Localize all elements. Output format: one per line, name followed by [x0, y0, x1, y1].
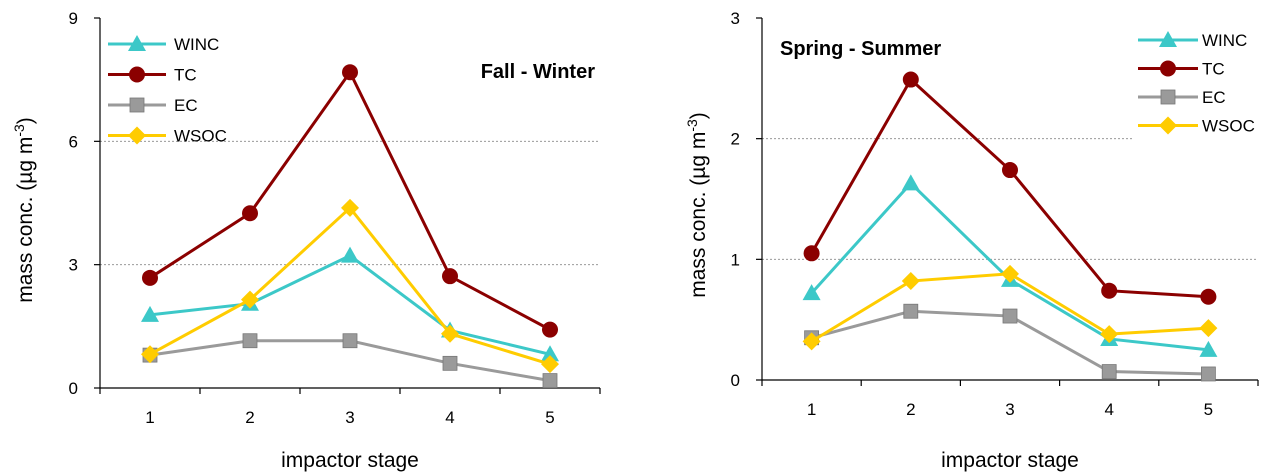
- legend-label-ec: EC: [1202, 88, 1226, 107]
- x-tick-label: 1: [145, 408, 154, 427]
- data-point-tc: [142, 269, 158, 286]
- legend-marker-winc: [128, 35, 146, 51]
- data-point-tc: [1101, 282, 1118, 299]
- x-axis-title: impactor stage: [281, 449, 419, 472]
- y-axis-title-tail: ): [687, 112, 710, 119]
- y-tick-label: 3: [69, 256, 78, 275]
- x-tick-label: 5: [1204, 400, 1213, 419]
- y-axis-title-tail: ): [14, 117, 37, 124]
- data-point-winc: [1199, 340, 1218, 357]
- data-point-ec: [903, 303, 919, 319]
- data-point-wsoc: [441, 324, 459, 343]
- data-point-wsoc: [802, 332, 821, 351]
- y-axis-title: mass conc. (µg m-3): [11, 117, 37, 303]
- data-point-winc: [901, 174, 920, 191]
- data-point-ec: [542, 373, 558, 389]
- y-tick-label: 0: [731, 371, 740, 390]
- x-tick-label: 3: [345, 408, 354, 427]
- data-point-wsoc: [541, 355, 559, 374]
- legend-label-tc: TC: [1202, 60, 1225, 79]
- legend-label-winc: WINC: [174, 35, 219, 54]
- data-point-ec: [1101, 364, 1117, 379]
- chart-title: Spring - Summer: [780, 38, 941, 60]
- data-point-wsoc: [241, 290, 259, 309]
- legend-marker-tc: [129, 66, 145, 83]
- legend-marker-wsoc: [1159, 116, 1177, 135]
- x-tick-label: 3: [1005, 400, 1014, 419]
- y-tick-label: 6: [69, 132, 78, 151]
- y-tick-label: 3: [731, 9, 740, 28]
- chart-title: Fall - Winter: [481, 61, 595, 83]
- data-point-ec: [1002, 308, 1018, 324]
- chart-spring-summer: 0 1 2 3 1 2 3 4 5 impactor stage mass conc. (µg m-…: [684, 9, 1259, 472]
- data-point-winc: [802, 284, 821, 301]
- legend-label-wsoc: WSOC: [174, 127, 227, 146]
- legend-background: [1132, 26, 1257, 148]
- data-point-ec: [442, 355, 458, 371]
- data-point-wsoc: [1199, 319, 1218, 338]
- legend-marker-tc: [1160, 60, 1176, 77]
- legend-label-ec: EC: [174, 96, 198, 115]
- data-point-wsoc: [1001, 264, 1019, 283]
- x-tick-label: 2: [245, 408, 254, 427]
- data-point-tc: [803, 245, 820, 262]
- x-tick-label: 2: [906, 400, 915, 419]
- data-point-tc: [902, 71, 919, 88]
- y-axis-title-superscript: -3: [11, 124, 27, 137]
- legend-marker-wsoc: [128, 126, 146, 145]
- x-tick-label: 1: [807, 400, 816, 419]
- legend-label-wsoc: WSOC: [1202, 117, 1255, 136]
- x-tick-label: 5: [545, 408, 554, 427]
- data-point-tc: [442, 268, 458, 285]
- y-tick-label: 9: [69, 9, 78, 28]
- data-point-tc: [1200, 288, 1217, 305]
- y-tick-label: 2: [731, 130, 740, 149]
- data-point-ec: [1201, 366, 1216, 382]
- data-point-tc: [342, 64, 358, 81]
- data-point-winc: [141, 305, 159, 322]
- y-axis-title-main: mass conc. (µg m: [14, 137, 37, 303]
- data-point-tc: [542, 321, 558, 338]
- data-point-ec: [242, 333, 258, 349]
- data-point-ec: [342, 333, 358, 349]
- legend-marker-winc: [1159, 31, 1177, 47]
- x-tick-label: 4: [1104, 400, 1113, 419]
- data-point-winc: [341, 246, 359, 263]
- y-tick-label: 1: [731, 250, 740, 269]
- legend-marker-ec: [1160, 89, 1176, 105]
- x-tick-label: 4: [445, 408, 454, 427]
- data-point-wsoc: [341, 198, 359, 217]
- legend-label-winc: WINC: [1202, 31, 1247, 50]
- legend-marker-ec: [129, 97, 145, 113]
- x-axis-title: impactor stage: [941, 449, 1079, 472]
- data-point-wsoc: [1100, 325, 1119, 344]
- y-axis-title: mass conc. (µg m-3): [684, 112, 710, 298]
- data-point-wsoc: [141, 345, 159, 364]
- y-tick-label: 0: [69, 379, 78, 398]
- y-axis-title-superscript: -3: [684, 119, 700, 132]
- data-point-wsoc: [901, 272, 920, 291]
- legend-label-tc: TC: [174, 66, 197, 85]
- data-point-tc: [242, 205, 258, 222]
- data-point-winc: [541, 345, 559, 362]
- data-point-tc: [1002, 162, 1018, 179]
- y-axis-title-main: mass conc. (µg m: [687, 132, 710, 298]
